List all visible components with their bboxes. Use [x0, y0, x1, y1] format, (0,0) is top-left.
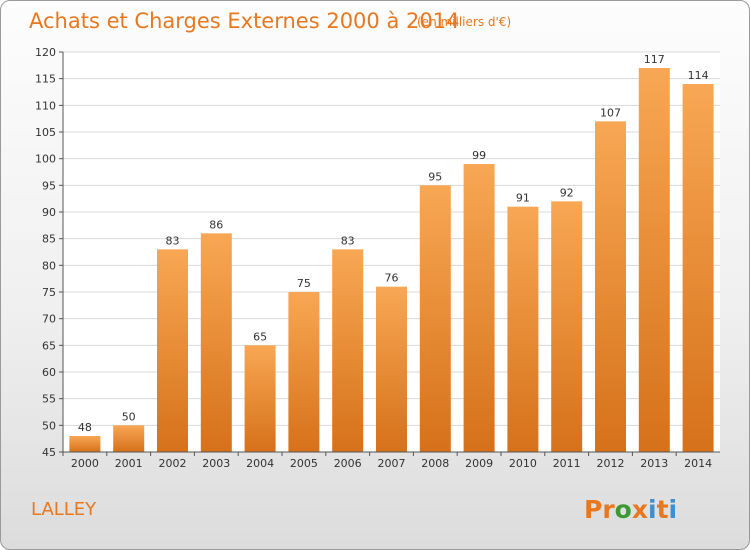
y-tick-label: 105	[35, 126, 56, 139]
y-tick-label: 95	[42, 179, 56, 192]
x-tick-label: 2004	[246, 457, 274, 470]
bar-value-label: 107	[600, 106, 621, 119]
bar-value-label: 48	[78, 421, 92, 434]
x-tick-label: 2001	[115, 457, 143, 470]
y-tick-label: 85	[42, 233, 56, 246]
x-tick-label: 2002	[159, 457, 187, 470]
bar-value-label: 75	[297, 277, 311, 290]
x-tick-label: 2006	[334, 457, 362, 470]
bar	[376, 286, 407, 452]
y-axis: 45 50 55 60 65 70 75 80 85 90 95 100 105 110 115 120	[35, 46, 64, 459]
bar-value-label: 114	[688, 69, 709, 82]
bar	[200, 233, 232, 452]
y-tick-label: 90	[42, 206, 56, 219]
y-tick-label: 70	[42, 313, 56, 326]
proxiti-logo: Proxiti	[584, 495, 677, 524]
y-tick-label: 50	[42, 419, 56, 432]
x-tick-label: 2010	[509, 457, 537, 470]
bar-value-label: 83	[341, 234, 355, 247]
x-tick-label: 2014	[684, 457, 712, 470]
x-tick-label: 2013	[640, 457, 668, 470]
chart-title: Achats et Charges Externes 2000 à 2014	[29, 9, 459, 33]
bar-value-label: 117	[644, 53, 665, 66]
y-tick-label: 120	[35, 46, 56, 59]
bar	[551, 201, 583, 452]
x-tick-label: 2009	[465, 457, 493, 470]
x-tick-label: 2011	[553, 457, 581, 470]
y-tick-label: 115	[35, 73, 56, 86]
bar-value-label: 83	[166, 234, 180, 247]
y-tick-label: 60	[42, 366, 56, 379]
y-tick-label: 100	[35, 153, 56, 166]
x-tick-label: 2008	[421, 457, 449, 470]
y-tick-label: 80	[42, 259, 56, 272]
bar-value-label: 95	[428, 170, 442, 183]
bar-value-label: 91	[516, 192, 530, 205]
bar	[69, 436, 101, 452]
bar	[507, 206, 539, 452]
bar-value-label: 92	[560, 186, 574, 199]
bar	[113, 425, 145, 452]
y-tick-label: 75	[42, 286, 56, 299]
bar	[419, 185, 451, 453]
x-axis: 2000 2001 2002 2003 2004 2005 2006 2007 2008 2009…	[62, 451, 720, 470]
chart-subtitle: (en milliers d'€)	[417, 15, 511, 29]
commune-name: LALLEY	[31, 499, 97, 520]
y-tick-label: 45	[42, 446, 56, 459]
x-tick-label: 2005	[290, 457, 318, 470]
y-tick-label: 55	[42, 393, 56, 406]
bar	[682, 84, 714, 452]
bar	[157, 249, 188, 452]
bar	[288, 292, 320, 452]
bar-value-label: 65	[253, 330, 267, 343]
y-tick-label: 110	[35, 99, 56, 112]
bar	[244, 345, 276, 452]
bar-value-label: 76	[385, 272, 399, 285]
bar	[463, 164, 495, 452]
bar	[638, 68, 670, 452]
x-tick-label: 2007	[378, 457, 406, 470]
bar	[332, 249, 364, 452]
bar	[595, 121, 626, 452]
bar-series: 48 50 83 86 65 75 83 76 95 99 91 92 107 117 114	[69, 53, 714, 453]
x-tick-label: 2012	[597, 457, 625, 470]
bar-value-label: 99	[472, 149, 486, 162]
x-tick-label: 2003	[202, 457, 230, 470]
x-tick-label: 2000	[71, 457, 99, 470]
bar-value-label: 86	[209, 218, 223, 231]
y-tick-label: 65	[42, 339, 56, 352]
bar-value-label: 50	[122, 410, 136, 423]
